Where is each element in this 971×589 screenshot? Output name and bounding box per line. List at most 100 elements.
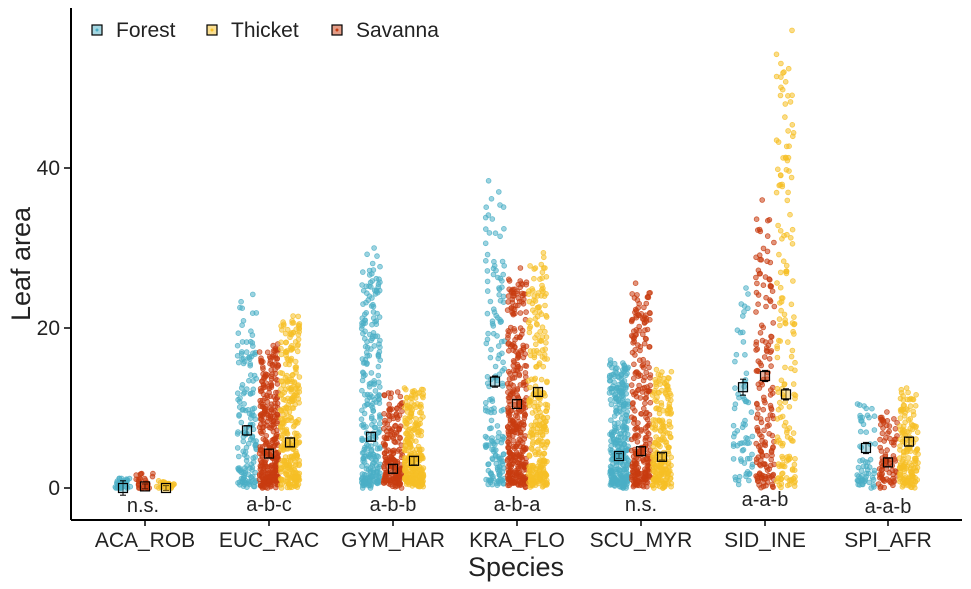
data-point — [611, 424, 618, 430]
data-point — [664, 430, 670, 436]
data-point — [758, 419, 765, 426]
data-point — [526, 325, 533, 332]
data-point — [506, 329, 513, 335]
data-point — [239, 381, 246, 388]
data-point — [243, 444, 250, 451]
data-point — [501, 262, 508, 269]
data-point — [739, 313, 746, 319]
data-point — [419, 481, 426, 488]
data-point — [484, 251, 491, 258]
x-tick-label: GYM_HAR — [341, 529, 445, 552]
data-point — [855, 464, 862, 471]
data-point — [633, 312, 639, 319]
mean-marker-forest — [117, 480, 129, 496]
mean-marker-savanna — [263, 448, 275, 459]
data-point — [782, 101, 789, 107]
data-point — [390, 450, 397, 457]
data-point — [650, 417, 657, 423]
data-point — [770, 471, 777, 478]
data-point — [413, 415, 419, 422]
data-point — [624, 456, 630, 462]
data-point — [784, 339, 791, 345]
data-point — [632, 280, 639, 287]
data-point — [411, 387, 418, 394]
data-point — [285, 457, 292, 464]
mean-marker-forest — [860, 441, 872, 455]
data-point — [488, 196, 495, 202]
data-point — [786, 403, 793, 410]
data-point — [608, 465, 615, 471]
data-point — [743, 285, 749, 291]
data-point — [763, 452, 770, 459]
data-point — [606, 374, 613, 381]
data-point — [775, 222, 781, 229]
data-point — [780, 440, 786, 447]
mean-marker-thicket — [284, 437, 296, 448]
data-point — [373, 399, 379, 405]
data-point — [282, 470, 289, 477]
data-point — [542, 392, 548, 399]
data-point — [782, 114, 788, 120]
data-point — [652, 376, 658, 383]
data-point — [361, 391, 368, 398]
data-point — [783, 155, 789, 162]
data-point — [515, 354, 522, 360]
data-point — [485, 461, 491, 468]
data-point — [288, 417, 295, 424]
data-point — [363, 454, 369, 460]
data-point — [903, 406, 910, 412]
data-point — [754, 280, 760, 287]
data-point — [535, 478, 541, 485]
data-point — [540, 363, 547, 370]
data-point — [758, 362, 765, 369]
mean-marker-forest — [489, 375, 501, 388]
data-point — [257, 385, 264, 392]
data-point — [483, 340, 490, 347]
data-point — [482, 214, 489, 221]
data-point — [403, 465, 409, 471]
data-point — [607, 396, 614, 403]
data-point — [652, 426, 658, 433]
legend-label: Forest — [116, 19, 176, 42]
data-point — [642, 395, 649, 402]
data-point — [858, 468, 865, 474]
data-point — [790, 430, 797, 436]
data-point — [527, 384, 533, 391]
data-point — [646, 364, 652, 371]
data-point — [892, 458, 899, 464]
data-point — [534, 425, 541, 432]
data-point — [141, 475, 148, 482]
data-point — [264, 470, 271, 477]
data-point — [746, 477, 752, 484]
data-point — [878, 467, 885, 473]
data-point — [650, 454, 656, 461]
data-point — [870, 476, 877, 483]
data-point — [532, 341, 539, 348]
data-point — [753, 473, 759, 479]
data-point — [289, 345, 296, 352]
data-point — [510, 340, 517, 347]
data-point — [609, 364, 615, 371]
data-point — [419, 468, 425, 474]
data-point — [500, 465, 507, 471]
x-tick-label: SPI_AFR — [844, 529, 932, 552]
data-point — [364, 360, 370, 367]
data-point — [284, 484, 291, 491]
data-point — [495, 189, 502, 195]
data-point — [891, 478, 897, 485]
data-point — [491, 258, 497, 265]
data-point — [730, 441, 737, 447]
data-point — [522, 370, 529, 376]
data-point — [655, 462, 661, 469]
data-point — [784, 434, 791, 440]
data-point — [618, 371, 624, 378]
data-point — [732, 385, 738, 391]
data-point — [283, 339, 290, 346]
data-point — [668, 480, 675, 487]
data-point — [487, 354, 494, 361]
data-point — [746, 470, 753, 477]
x-tick-label: EUC_RAC — [219, 529, 319, 552]
data-point — [361, 402, 368, 409]
data-point — [646, 343, 653, 350]
data-point — [259, 425, 266, 431]
